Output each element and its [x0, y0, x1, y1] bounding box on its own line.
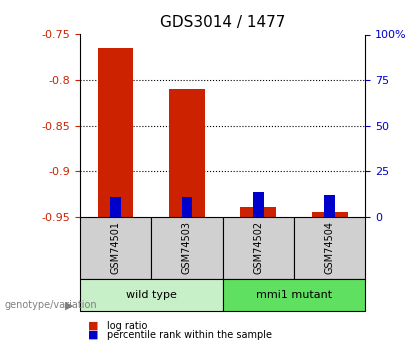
- FancyBboxPatch shape: [80, 279, 223, 310]
- Text: GDS3014 / 1477: GDS3014 / 1477: [160, 15, 285, 30]
- Bar: [181, 197, 192, 217]
- FancyBboxPatch shape: [223, 217, 294, 279]
- Bar: [240, 207, 276, 217]
- Text: mmi1 mutant: mmi1 mutant: [256, 290, 332, 300]
- Bar: [98, 48, 134, 217]
- Text: wild type: wild type: [126, 290, 177, 300]
- Bar: [312, 212, 348, 217]
- Text: ■: ■: [88, 321, 99, 331]
- Text: GSM74502: GSM74502: [253, 221, 263, 275]
- Text: GSM74503: GSM74503: [182, 221, 192, 274]
- Bar: [169, 89, 205, 217]
- FancyBboxPatch shape: [151, 217, 223, 279]
- Text: percentile rank within the sample: percentile rank within the sample: [107, 330, 272, 339]
- FancyBboxPatch shape: [80, 217, 151, 279]
- Bar: [253, 192, 264, 217]
- Text: log ratio: log ratio: [107, 321, 147, 331]
- FancyBboxPatch shape: [223, 279, 365, 310]
- Bar: [324, 195, 335, 217]
- FancyBboxPatch shape: [294, 217, 365, 279]
- Text: GSM74504: GSM74504: [325, 221, 335, 274]
- Text: ■: ■: [88, 330, 99, 339]
- Text: genotype/variation: genotype/variation: [4, 300, 97, 310]
- Bar: [110, 197, 121, 217]
- Text: GSM74501: GSM74501: [110, 221, 121, 274]
- Text: ▶: ▶: [65, 300, 73, 310]
